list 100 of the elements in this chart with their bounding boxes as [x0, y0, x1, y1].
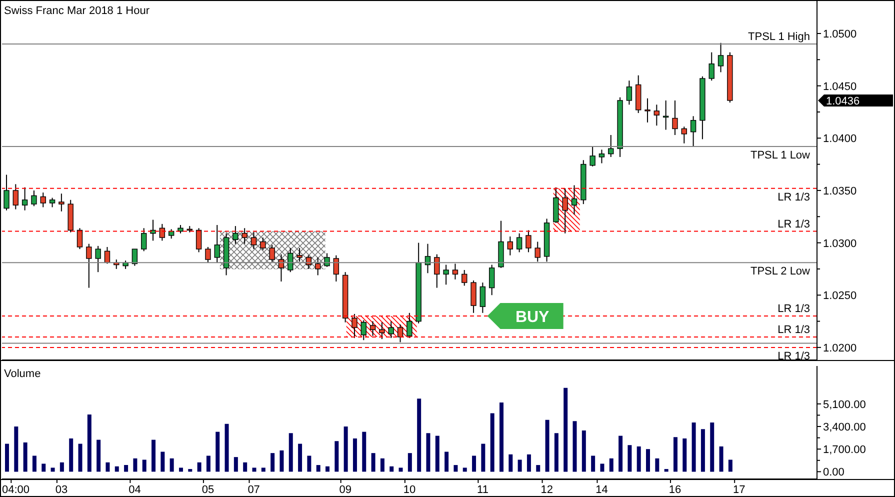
bar: [408, 453, 412, 472]
x-tick-label: 12: [540, 484, 553, 496]
candlestick: [406, 312, 412, 339]
x-tick-label: 09: [339, 484, 352, 496]
candlestick: [49, 197, 56, 208]
y-tick-label: 1.0500: [823, 28, 857, 40]
candlestick: [562, 188, 568, 234]
bar: [554, 433, 558, 472]
bar: [582, 430, 586, 472]
candlestick: [526, 230, 532, 253]
candlestick: [654, 104, 660, 126]
bar: [454, 465, 458, 472]
bar: [178, 468, 183, 472]
candlestick: [470, 280, 476, 314]
x-tick-label: 16: [668, 484, 682, 496]
bar: [728, 460, 732, 472]
candlestick: [86, 243, 92, 288]
bar: [417, 398, 422, 472]
bar: [87, 414, 92, 472]
candlestick: [708, 52, 714, 82]
candlestick: [388, 320, 394, 339]
candlestick: [196, 228, 202, 253]
candlestick: [443, 264, 449, 286]
candlestick: [288, 248, 294, 273]
bar: [646, 449, 650, 472]
bar: [60, 462, 64, 472]
candlestick: [260, 237, 266, 251]
bar: [655, 458, 660, 472]
ref-line-label: LR 1/3: [778, 218, 810, 230]
bar: [23, 442, 28, 472]
bar: [243, 462, 248, 472]
candlestick: [590, 146, 596, 167]
bar: [316, 465, 320, 472]
candlestick: [315, 256, 321, 276]
candlestick: [278, 254, 284, 282]
candlestick: [269, 244, 275, 262]
bar: [426, 433, 430, 472]
candlestick: [296, 248, 302, 262]
bar: [261, 468, 266, 472]
bar: [600, 464, 604, 472]
candlestick: [333, 254, 340, 282]
y-tick-label: 1.0200: [823, 342, 857, 354]
ref-line-label: TPSL 1 High: [748, 30, 810, 43]
bar: [636, 446, 641, 472]
bar: [508, 454, 513, 472]
ref-line-label: LR 1/3: [778, 350, 810, 362]
bar: [106, 462, 110, 472]
candlestick: [95, 245, 101, 273]
bar: [5, 444, 9, 472]
chart-title: Volume: [4, 368, 41, 380]
bar: [270, 453, 275, 472]
bar: [234, 457, 238, 472]
bar: [490, 413, 494, 472]
candlestick: [58, 193, 64, 212]
bar: [124, 465, 128, 472]
y-tick-label: 1.0250: [823, 290, 857, 302]
candlestick: [644, 98, 650, 123]
candlestick: [370, 320, 376, 336]
chart-title: Swiss Franc Mar 2018 1 Hour: [4, 5, 150, 17]
bar: [14, 426, 18, 472]
candlestick: [434, 254, 440, 288]
candlestick: [242, 228, 248, 244]
candlestick: [141, 228, 147, 252]
x-tick-label: 14: [596, 484, 608, 496]
bar: [390, 466, 394, 472]
bar: [216, 432, 220, 472]
x-tick-label: 04:00: [2, 484, 30, 496]
bar: [197, 462, 202, 472]
bar: [160, 452, 165, 472]
candlestick: [132, 248, 138, 266]
x-tick-label: 04: [128, 484, 141, 496]
y-tick-label: 3,400.00: [823, 421, 866, 434]
candlestick: [31, 190, 37, 207]
candlestick: [232, 226, 238, 244]
bar: [526, 454, 531, 472]
bar: [398, 468, 403, 472]
candlestick: [214, 224, 220, 264]
x-tick-label: 10: [403, 484, 416, 496]
bar: [664, 469, 668, 472]
bar: [307, 456, 312, 472]
bar: [700, 429, 705, 472]
candlestick: [12, 184, 19, 210]
candlestick: [672, 100, 678, 136]
candlestick: [360, 320, 366, 341]
bar: [518, 460, 522, 472]
bar: [591, 456, 596, 472]
text: 1.0436: [826, 95, 860, 108]
bar: [545, 420, 550, 472]
bar: [692, 422, 696, 472]
bar: [50, 468, 55, 472]
candlestick: [598, 149, 605, 164]
candlestick: [452, 263, 458, 280]
candlestick: [397, 324, 404, 343]
bar: [472, 456, 476, 472]
bar: [352, 438, 357, 472]
bar: [564, 388, 568, 472]
bar: [481, 444, 486, 472]
y-tick-label: 1.0450: [823, 80, 857, 93]
y-tick-label: 1.0300: [823, 238, 857, 250]
x-tick-label: 05: [202, 484, 214, 496]
